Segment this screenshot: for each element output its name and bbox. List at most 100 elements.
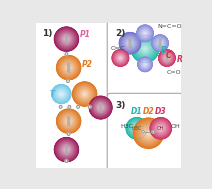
Circle shape [131, 123, 142, 134]
Circle shape [121, 34, 139, 52]
Circle shape [95, 102, 106, 113]
Circle shape [137, 26, 153, 41]
Circle shape [65, 37, 68, 41]
Circle shape [127, 119, 147, 138]
Circle shape [60, 92, 63, 96]
Circle shape [60, 32, 73, 46]
Circle shape [138, 122, 159, 144]
Circle shape [155, 38, 165, 49]
Circle shape [132, 36, 158, 62]
Circle shape [55, 138, 78, 161]
Circle shape [60, 93, 63, 95]
Circle shape [154, 122, 168, 135]
Circle shape [60, 143, 73, 156]
Circle shape [62, 61, 75, 74]
Circle shape [57, 56, 80, 79]
Circle shape [144, 129, 152, 137]
Circle shape [90, 97, 111, 118]
Circle shape [60, 93, 62, 95]
Circle shape [143, 46, 147, 51]
Circle shape [158, 125, 164, 131]
Circle shape [117, 54, 124, 62]
Text: P1: P1 [80, 30, 91, 39]
Circle shape [143, 62, 147, 66]
Circle shape [139, 124, 158, 143]
Circle shape [142, 61, 148, 68]
Text: 2): 2) [115, 29, 126, 37]
Circle shape [62, 146, 71, 154]
Circle shape [127, 41, 133, 46]
Circle shape [141, 126, 155, 140]
Circle shape [152, 35, 168, 51]
Circle shape [63, 62, 74, 74]
Circle shape [116, 54, 124, 62]
Circle shape [66, 80, 69, 83]
Circle shape [64, 37, 69, 41]
Circle shape [160, 51, 174, 65]
Circle shape [126, 39, 134, 47]
Circle shape [64, 147, 69, 152]
Circle shape [142, 127, 155, 140]
Circle shape [152, 120, 169, 137]
Circle shape [141, 126, 156, 140]
Circle shape [83, 93, 86, 95]
Circle shape [59, 91, 64, 97]
Circle shape [63, 62, 74, 73]
Circle shape [123, 36, 137, 50]
Circle shape [78, 87, 91, 101]
Circle shape [54, 87, 68, 101]
Circle shape [61, 114, 76, 128]
Circle shape [98, 105, 103, 110]
Circle shape [144, 48, 146, 50]
Circle shape [58, 141, 75, 158]
Circle shape [77, 87, 92, 101]
Circle shape [150, 118, 171, 139]
Circle shape [127, 40, 133, 46]
Circle shape [83, 92, 86, 96]
Circle shape [93, 100, 108, 115]
Circle shape [58, 57, 79, 78]
Circle shape [139, 43, 151, 55]
Circle shape [141, 60, 149, 68]
Circle shape [153, 121, 169, 136]
Circle shape [128, 41, 132, 45]
Circle shape [100, 107, 101, 108]
Circle shape [55, 138, 78, 161]
Circle shape [143, 62, 147, 66]
Circle shape [123, 36, 137, 50]
Circle shape [114, 52, 126, 64]
Circle shape [95, 102, 106, 113]
Circle shape [127, 40, 133, 46]
Circle shape [60, 112, 77, 130]
Circle shape [146, 131, 151, 136]
Circle shape [56, 88, 67, 100]
Circle shape [66, 149, 67, 150]
Text: 1): 1) [42, 29, 52, 37]
Circle shape [121, 34, 139, 52]
Circle shape [56, 139, 77, 161]
Circle shape [138, 123, 159, 143]
Circle shape [76, 85, 93, 103]
Circle shape [122, 35, 138, 51]
Circle shape [159, 127, 162, 130]
Circle shape [142, 30, 148, 36]
Circle shape [136, 121, 161, 146]
Circle shape [56, 89, 66, 99]
Circle shape [58, 141, 75, 158]
Circle shape [66, 149, 67, 150]
Circle shape [142, 127, 155, 139]
Circle shape [152, 119, 170, 137]
FancyBboxPatch shape [107, 20, 183, 98]
Circle shape [162, 53, 172, 63]
Circle shape [97, 104, 104, 111]
Circle shape [58, 91, 64, 97]
Circle shape [139, 43, 151, 54]
Circle shape [141, 60, 149, 69]
Circle shape [141, 29, 149, 38]
Circle shape [60, 113, 77, 129]
Circle shape [53, 86, 69, 102]
Circle shape [64, 147, 69, 152]
Circle shape [138, 42, 152, 56]
Circle shape [120, 57, 121, 59]
Circle shape [61, 60, 77, 76]
